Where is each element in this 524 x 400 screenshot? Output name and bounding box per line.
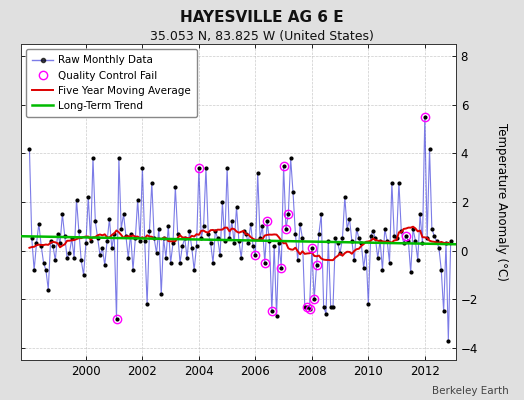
Text: HAYESVILLE AG 6 E: HAYESVILLE AG 6 E: [180, 10, 344, 25]
Y-axis label: Temperature Anomaly (°C): Temperature Anomaly (°C): [495, 123, 508, 281]
Legend: Raw Monthly Data, Quality Control Fail, Five Year Moving Average, Long-Term Tren: Raw Monthly Data, Quality Control Fail, …: [26, 49, 198, 117]
Text: 35.053 N, 83.825 W (United States): 35.053 N, 83.825 W (United States): [150, 30, 374, 43]
Text: Berkeley Earth: Berkeley Earth: [432, 386, 508, 396]
